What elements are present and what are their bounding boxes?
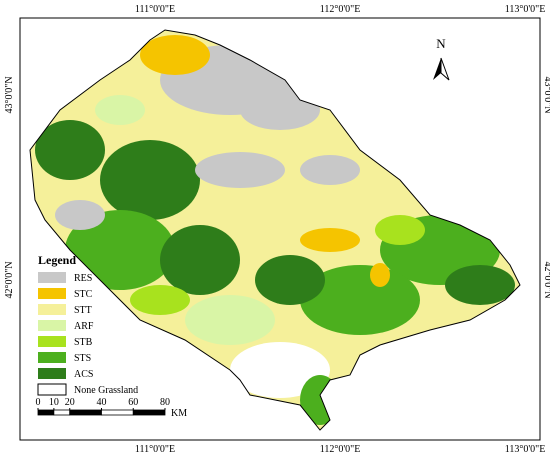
- longitude-label: 113°0'0"E: [505, 444, 546, 455]
- latitude-label: 42°0'0"N: [542, 261, 550, 298]
- scale-label: 10: [49, 397, 59, 408]
- longitude-label: 111°0'0"E: [135, 444, 175, 455]
- legend-swatch: [38, 304, 66, 315]
- latitude-label: 43°0'0"N: [4, 76, 15, 113]
- legend-swatch: [38, 368, 66, 379]
- legend-swatch: [38, 288, 66, 299]
- scale-segment: [132, 409, 166, 416]
- latitude-label: 43°0'0"N: [542, 76, 550, 113]
- legend-swatch: [38, 352, 66, 363]
- legend-swatch: [37, 383, 67, 396]
- north-label: N: [436, 36, 446, 51]
- scale-label: 0: [36, 397, 41, 408]
- legend-label: STB: [74, 337, 93, 348]
- legend: Legend RES STC STT ARF STB STS ACS None Grassla…: [37, 253, 138, 396]
- scale-unit: KM: [171, 408, 187, 419]
- scale-segment: [53, 409, 71, 416]
- scale-label: 40: [97, 397, 107, 408]
- legend-label: STC: [74, 289, 93, 300]
- legend-swatch: [38, 336, 66, 347]
- latitude-label: 42°0'0"N: [4, 261, 15, 298]
- legend-label: ARF: [74, 321, 94, 332]
- scale-label: 80: [160, 397, 170, 408]
- legend-title: Legend: [38, 253, 76, 267]
- longitude-label: 113°0'0"E: [505, 4, 546, 15]
- legend-swatch: [38, 320, 66, 331]
- longitude-label: 111°0'0"E: [135, 4, 175, 15]
- coordinate-labels: 111°0'0"E 111°0'0"E 112°0'0"E 112°0'0"E 113°…: [4, 4, 550, 455]
- legend-label: STS: [74, 353, 91, 364]
- scale-label: 60: [128, 397, 138, 408]
- scale-segment: [101, 409, 134, 416]
- legend-label: None Grassland: [74, 385, 138, 396]
- scale-segment: [69, 409, 102, 416]
- longitude-label: 112°0'0"E: [320, 4, 361, 15]
- scale-segment: [37, 409, 55, 416]
- legend-label: ACS: [74, 369, 93, 380]
- legend-label: STT: [74, 305, 92, 316]
- legend-label: RES: [74, 273, 92, 284]
- north-arrow: N: [433, 36, 450, 81]
- scale-label: 20: [65, 397, 75, 408]
- longitude-label: 112°0'0"E: [320, 444, 361, 455]
- legend-swatch: [38, 272, 66, 283]
